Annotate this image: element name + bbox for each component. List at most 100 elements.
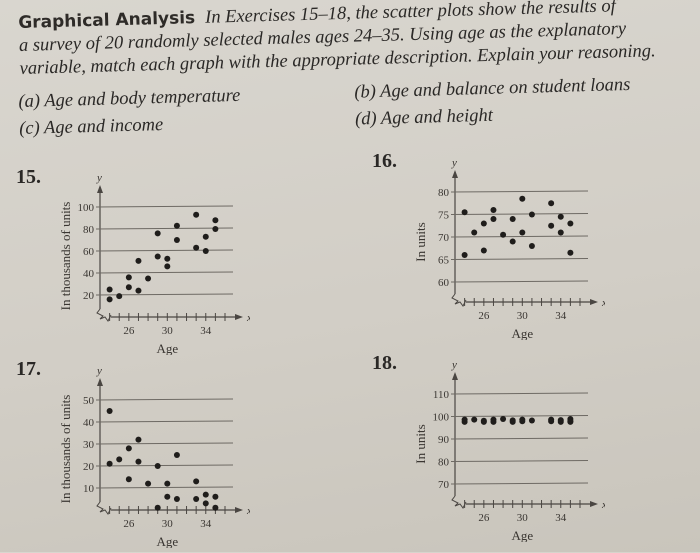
x-axis-letter: x	[246, 312, 250, 324]
data-point	[173, 452, 180, 458]
x-tick-label: 30	[517, 310, 529, 322]
data-point	[480, 247, 487, 254]
plot-18-number: 18.	[372, 352, 397, 374]
x-axis-arrow-icon	[590, 299, 598, 305]
data-point	[154, 230, 161, 237]
data-point	[490, 418, 497, 425]
data-point	[145, 275, 152, 282]
data-point	[528, 243, 535, 249]
y-axis-label: In units	[413, 424, 428, 463]
x-axis-label: Age	[511, 326, 533, 340]
data-point	[193, 496, 200, 502]
data-point	[567, 249, 574, 256]
x-tick-label: 30	[162, 518, 174, 530]
scatter-plot-17: In thousands of units y 10 20 30 40 50 x 26 30 34 A…	[50, 358, 252, 549]
data-point	[548, 418, 555, 425]
data-point	[509, 216, 516, 222]
x-tick-label: 26	[478, 512, 490, 524]
x-tick-label: 30	[517, 512, 529, 524]
scatter-plot-18: In units y 70 80 90 100 110 x 26 30 34 Age	[405, 352, 607, 543]
data-point	[519, 229, 526, 236]
y-tick-label: 40	[83, 417, 95, 429]
x-axis-arrow-icon	[235, 314, 243, 320]
y-tick-label: 70	[438, 232, 450, 244]
data-point	[125, 284, 132, 291]
data-point	[106, 296, 113, 303]
x-axis-label: Age	[156, 534, 178, 548]
x-axis-letter: x	[601, 297, 605, 309]
data-point	[116, 293, 123, 300]
data-point	[509, 418, 516, 425]
data-point	[528, 211, 535, 218]
axis-break-icon	[451, 293, 467, 307]
data-point	[212, 217, 219, 224]
data-point	[500, 415, 507, 422]
data-point	[193, 244, 200, 251]
x-axis-label: Age	[511, 528, 533, 542]
y-tick-label: 100	[433, 412, 450, 424]
y-axis-letter: y	[451, 157, 457, 169]
y-axis-arrow-icon	[97, 378, 103, 386]
x-axis-letter: x	[246, 505, 250, 517]
data-point	[173, 496, 180, 502]
data-point	[212, 504, 219, 511]
option-a: (a) Age and body temperature	[18, 85, 241, 112]
data-point	[471, 229, 478, 236]
data-point	[154, 253, 161, 260]
x-tick-label: 26	[123, 518, 135, 530]
y-tick-label: 10	[83, 483, 95, 495]
data-point	[548, 200, 555, 207]
data-point	[193, 478, 200, 485]
plot-16-number: 16.	[372, 150, 397, 172]
data-point	[135, 257, 142, 264]
data-point	[135, 287, 142, 294]
option-b: (b) Age and balance on student loans	[354, 74, 631, 103]
x-axis-arrow-icon	[235, 507, 243, 513]
y-tick-label: 60	[83, 246, 95, 258]
data-point	[528, 417, 535, 424]
data-point	[164, 493, 171, 500]
y-axis-label: In units	[413, 222, 428, 261]
axis-break-icon	[96, 308, 112, 322]
y-tick-label: 70	[438, 479, 450, 491]
y-tick-label: 80	[83, 224, 95, 236]
data-point	[125, 476, 132, 483]
data-point	[212, 493, 219, 500]
data-point	[116, 456, 123, 463]
data-point	[106, 286, 113, 293]
data-point	[557, 229, 564, 236]
data-point	[567, 418, 574, 425]
data-point	[490, 207, 497, 213]
data-point	[471, 416, 478, 423]
y-axis-letter: y	[451, 359, 457, 371]
data-point	[557, 418, 564, 425]
x-tick-label: 34	[200, 325, 212, 337]
data-point	[461, 418, 468, 425]
data-point	[480, 220, 487, 227]
problem-header: Graphical Analysis In Exercises 15–18, th…	[18, 0, 690, 81]
data-point	[106, 408, 113, 414]
scatter-plot-15: In thousands of units y 20 40 60 80 100 x 26 30 34…	[50, 165, 252, 356]
y-axis-arrow-icon	[97, 185, 103, 193]
y-axis-letter: y	[96, 365, 102, 377]
option-d: (d) Age and height	[354, 105, 494, 130]
data-point	[125, 445, 132, 452]
option-c: (c) Age and income	[18, 114, 164, 139]
y-tick-label: 80	[438, 457, 450, 469]
x-tick-label: 30	[162, 325, 174, 337]
x-axis-label: Age	[156, 341, 178, 355]
x-tick-label: 34	[200, 518, 212, 530]
data-point	[557, 213, 564, 220]
y-tick-label: 40	[83, 268, 95, 280]
y-axis-arrow-icon	[452, 372, 458, 380]
data-point	[548, 222, 555, 229]
data-point	[193, 211, 200, 218]
y-axis-letter: y	[96, 172, 102, 184]
data-point	[509, 238, 516, 245]
x-axis-letter: x	[601, 499, 605, 511]
data-point	[202, 491, 209, 498]
x-tick-label: 26	[123, 325, 135, 337]
data-point	[135, 436, 142, 443]
data-point	[202, 248, 209, 254]
data-point	[164, 263, 171, 270]
